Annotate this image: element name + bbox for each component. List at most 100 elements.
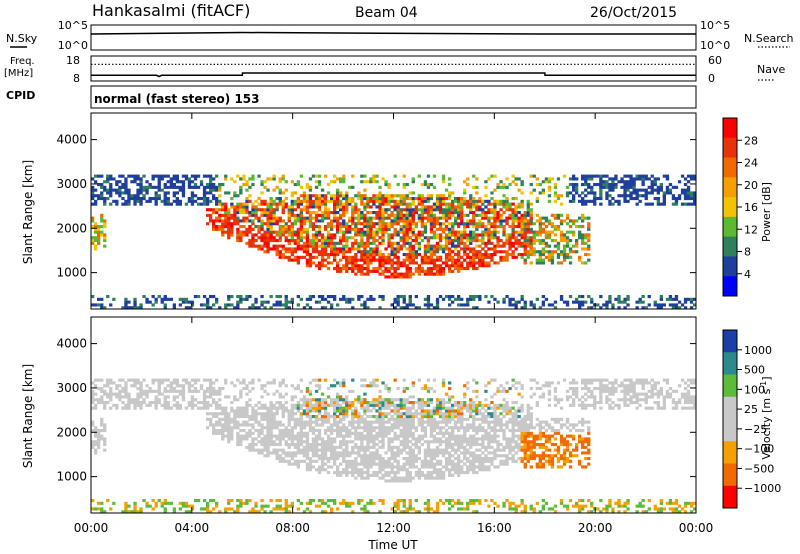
power-cell [369,177,373,181]
power-cell [581,191,585,195]
velocity-cell [351,423,355,427]
power-cell [181,194,186,198]
power-cell [653,180,657,184]
power-cell [441,208,446,212]
power-cell [354,202,358,206]
power-cell [674,202,679,206]
power-cell [157,194,161,198]
velocity-cell [393,473,397,477]
velocity-cell [287,417,291,421]
velocity-cell [278,443,282,447]
velocity-cell [260,395,264,399]
velocity-cell [212,507,216,511]
power-cell [674,295,679,299]
velocity-cell [411,417,415,421]
power-cell [441,227,446,231]
power-cell [411,233,415,237]
velocity-cell [360,378,364,382]
power-cell [366,180,370,184]
power-cell [154,300,158,304]
power-cell [163,194,167,198]
velocity-cell [345,429,349,433]
power-cell [178,297,182,301]
velocity-cell [314,434,319,438]
power-cell [248,194,252,198]
power-cell [559,230,564,234]
power-cell [587,177,591,181]
power-cell [278,199,282,203]
power-cell [357,250,361,254]
power-cell [375,213,379,217]
power-cell [369,180,373,184]
power-cell [323,199,328,203]
velocity-cell [372,415,376,419]
velocity-cell [314,406,319,410]
power-cell [384,211,388,215]
power-cell [215,211,219,215]
power-cell [381,258,385,262]
velocity-cell [190,384,195,388]
velocity-cell [420,420,424,424]
velocity-cell [242,423,246,427]
velocity-cell [287,510,291,514]
power-cell [441,247,446,251]
velocity-cell [287,412,291,416]
power-cell [330,227,334,231]
power-cell [293,233,297,237]
velocity-cell [103,392,107,396]
power-cell [360,233,364,237]
velocity-cell [372,406,376,410]
velocity-cell [351,501,355,505]
velocity-cell [166,406,170,410]
power-cell [647,202,651,206]
cpid-label: CPID [6,89,35,102]
velocity-cell [317,409,322,413]
power-cell [369,211,373,215]
velocity-cell [272,451,276,455]
velocity-cell [281,406,285,410]
power-cell [472,230,476,234]
velocity-cell [417,420,421,424]
power-cell [311,247,316,251]
power-cell [348,255,352,259]
power-cell [266,208,270,212]
velocity-cell [390,440,394,444]
power-cell [299,244,303,248]
power-cell [556,177,561,181]
power-cell [426,258,431,262]
velocity-cell [251,431,255,435]
velocity-cell [320,437,325,441]
power-cell [396,202,400,206]
power-cell [544,219,549,223]
power-cell [689,191,694,195]
power-cell [333,174,337,178]
power-cell [584,253,588,257]
power-cell [314,225,319,229]
velocity-cell [206,378,210,382]
power-cell [357,233,361,237]
power-cell [451,258,455,262]
power-cell [381,269,385,273]
power-cell [351,255,355,259]
power-cell [444,247,449,251]
power-cell [378,191,382,195]
velocity-cell [408,395,412,399]
power-cell [596,183,600,187]
power-cell [212,194,216,198]
power-cell [339,230,343,234]
velocity-cell [348,429,352,433]
power-cell [623,183,627,187]
velocity-cell [411,451,415,455]
velocity-cell [387,426,391,430]
velocity-cell [314,420,319,424]
power-cell [423,272,428,276]
power-cell [490,253,494,257]
velocity-cell [94,406,98,410]
power-cell [438,225,443,229]
power-cell [556,225,561,229]
power-cell [454,244,458,248]
power-cell [236,230,240,234]
velocity-cell [296,409,300,413]
velocity-cell [414,440,418,444]
velocity-cell [254,409,258,413]
